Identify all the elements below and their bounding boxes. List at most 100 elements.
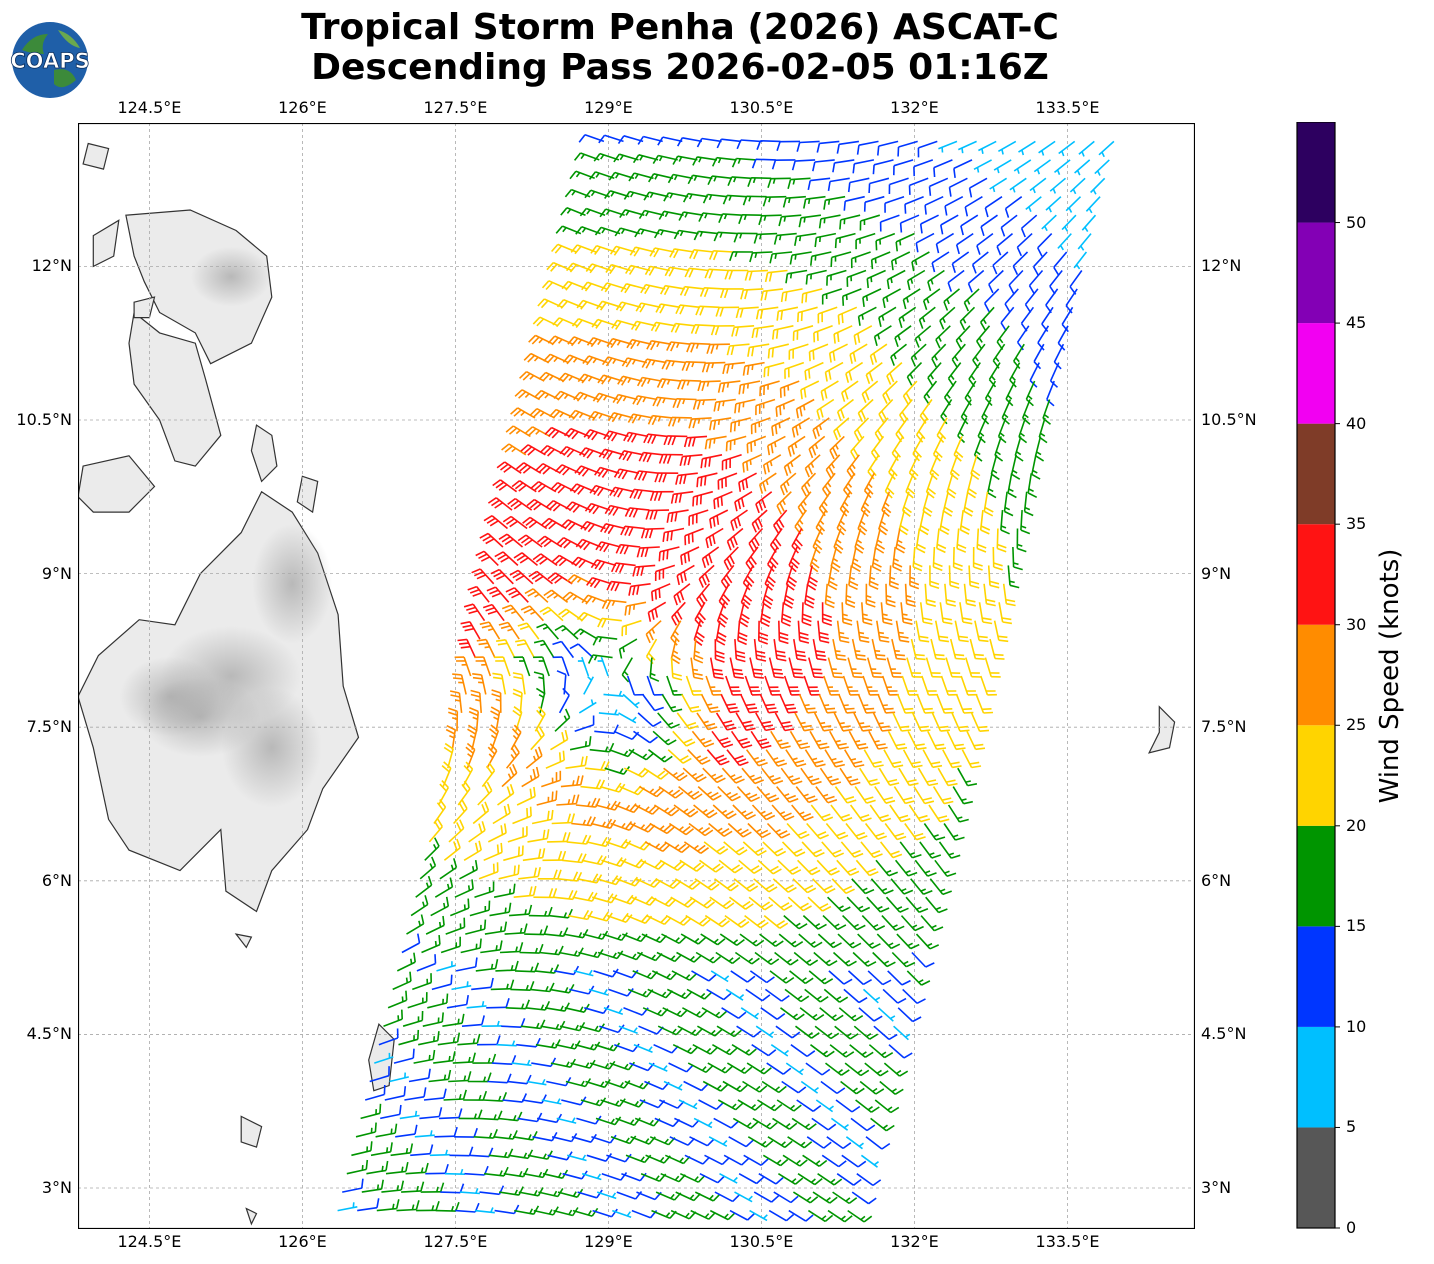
wind-barb [560, 775, 584, 788]
wind-barb [644, 265, 670, 276]
wind-barb [784, 361, 805, 379]
wind-barb [976, 325, 991, 350]
wind-barb [966, 730, 986, 751]
wind-barb [738, 472, 757, 492]
wind-barb [911, 712, 931, 732]
wind-barb [653, 804, 680, 817]
wind-barb [541, 770, 562, 788]
wind-barb [792, 325, 814, 341]
axis-tick-label: 130.5°E [729, 98, 794, 117]
wind-barb [794, 232, 817, 246]
wind-barb [684, 267, 710, 278]
wind-barb [872, 712, 892, 732]
wind-barb [679, 454, 703, 466]
wind-barb [957, 767, 978, 787]
axis-tick-label: 4.5°N [1201, 1024, 1247, 1044]
wind-barb [755, 398, 776, 416]
wind-barb [706, 343, 730, 354]
wind-barb [624, 601, 647, 616]
wind-barb [658, 453, 683, 464]
wind-barb [998, 140, 1017, 155]
wind-barb [838, 694, 857, 714]
wind-barb [707, 175, 733, 186]
wind-barb [679, 285, 705, 297]
wind-barb [543, 589, 569, 603]
wind-barb [696, 472, 718, 488]
wind-barb [747, 177, 772, 187]
wind-barb [727, 176, 752, 187]
wind-barb [849, 804, 872, 822]
wind-barb [782, 195, 806, 208]
wind-barb [661, 359, 687, 370]
wind-barb [797, 620, 810, 644]
wind-barb [600, 523, 626, 535]
wind-barb [875, 232, 896, 251]
wind-barb [785, 749, 807, 768]
wind-barb [933, 159, 953, 178]
wind-barb [825, 822, 849, 840]
wind-barb [915, 417, 928, 443]
wind-barb [741, 767, 764, 785]
wind-barb [1009, 177, 1027, 193]
wind-barb [753, 232, 778, 244]
wind-barb [647, 601, 667, 622]
wind-barb [481, 762, 496, 788]
wind-barb [615, 543, 641, 555]
wind-barb [859, 767, 880, 786]
wind-barb [868, 730, 888, 750]
wind-barb [947, 269, 965, 292]
wind-barb [479, 532, 504, 548]
wind-barb [702, 193, 728, 204]
colorbar-label: Wind Speed (knots) [1375, 548, 1405, 804]
wind-barb [771, 804, 795, 821]
wind-barb [723, 546, 739, 571]
wind-barb [753, 639, 767, 662]
wind-barb [813, 325, 833, 343]
wind-barb [927, 362, 942, 387]
wind-barb [617, 375, 643, 386]
wind-barb [511, 480, 537, 493]
wind-barb [587, 654, 613, 664]
wind-barb [556, 794, 580, 806]
wind-barb [800, 380, 820, 400]
wind-barb [467, 585, 490, 603]
wind-barb [923, 823, 946, 841]
wind-barb [973, 159, 992, 173]
wind-barb [885, 583, 896, 608]
wind-barb [525, 746, 543, 769]
wind-barb [906, 269, 926, 291]
wind-barb [990, 454, 1000, 481]
wind-barb [629, 246, 655, 257]
terrain-shade [221, 687, 322, 808]
wind-barb [762, 454, 782, 475]
wind-barb [791, 804, 814, 822]
wind-barb [767, 435, 786, 456]
wind-barb [693, 230, 719, 241]
wind-barb [595, 800, 621, 811]
colorbar-bin [1297, 624, 1335, 726]
wind-barb [812, 638, 827, 661]
axis-tick-label: 124.5°E [117, 98, 182, 117]
colorbar-bin [1297, 423, 1335, 525]
wind-barb [857, 694, 876, 714]
wind-barb [756, 786, 780, 803]
wind-barb [891, 251, 911, 271]
wind-barb [961, 749, 982, 769]
wind-barb [772, 325, 794, 340]
wind-barb [1029, 177, 1047, 194]
wind-barb [709, 417, 732, 431]
wind-barb [592, 392, 619, 403]
wind-barb [818, 214, 841, 229]
wind-barb [842, 288, 862, 306]
wind-barb [583, 676, 595, 695]
wind-barb [720, 694, 740, 714]
wind-barb [953, 159, 973, 179]
wind-barb [705, 675, 723, 696]
wind-barb [522, 848, 546, 862]
wind-barb [808, 435, 826, 459]
wind-barb [673, 583, 691, 606]
wind-barb [779, 472, 797, 496]
wind-barb [605, 838, 632, 850]
wind-barb [711, 730, 734, 749]
wind-barb [795, 398, 815, 419]
